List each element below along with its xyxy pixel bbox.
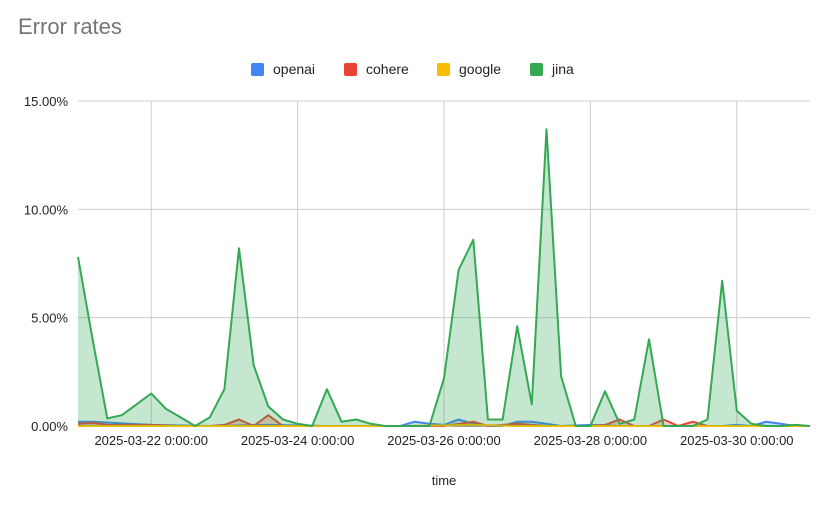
- legend-swatch: [251, 62, 264, 76]
- legend-item-cohere[interactable]: cohere: [344, 59, 409, 79]
- x-tick-labels: 2025-03-22 0:00:00 2025-03-24 0:00:00 2025…: [94, 433, 793, 448]
- y-tick-label: 10.00%: [24, 202, 69, 217]
- x-tick-label: 2025-03-30 0:00:00: [680, 433, 793, 448]
- x-tick-label: 2025-03-22 0:00:00: [94, 433, 207, 448]
- legend-swatch: [437, 62, 450, 76]
- x-tick-label: 2025-03-28 0:00:00: [534, 433, 647, 448]
- y-tick-label: 5.00%: [31, 311, 68, 326]
- legend-item-jina[interactable]: jina: [530, 59, 574, 79]
- legend-swatch: [530, 62, 543, 76]
- series-layer: [77, 128, 811, 427]
- series-google: [78, 423, 810, 427]
- series-line-google: [78, 423, 810, 427]
- x-tick-label: 2025-03-26 0:00:00: [387, 433, 500, 448]
- chart-title: Error rates: [18, 14, 122, 39]
- series-line-jina: [77, 128, 811, 427]
- y-tick-labels: 0.00% 5.00% 10.00% 15.00%: [24, 94, 69, 434]
- legend-item-google[interactable]: google: [437, 59, 501, 79]
- legend-item-openai[interactable]: openai: [251, 59, 315, 79]
- legend-label: jina: [552, 61, 574, 77]
- y-tick-label: 0.00%: [31, 419, 68, 434]
- legend-label: cohere: [366, 61, 409, 77]
- series-jina: [77, 128, 811, 427]
- legend-label: openai: [273, 61, 316, 77]
- legend-swatch: [344, 62, 357, 76]
- series-area-jina: [78, 129, 810, 426]
- x-axis-title: time: [432, 473, 457, 488]
- legend-label: google: [459, 61, 502, 77]
- y-tick-label: 15.00%: [24, 94, 69, 109]
- x-tick-label: 2025-03-24 0:00:00: [241, 433, 354, 448]
- chart-legend: openai cohere google jina: [0, 59, 831, 79]
